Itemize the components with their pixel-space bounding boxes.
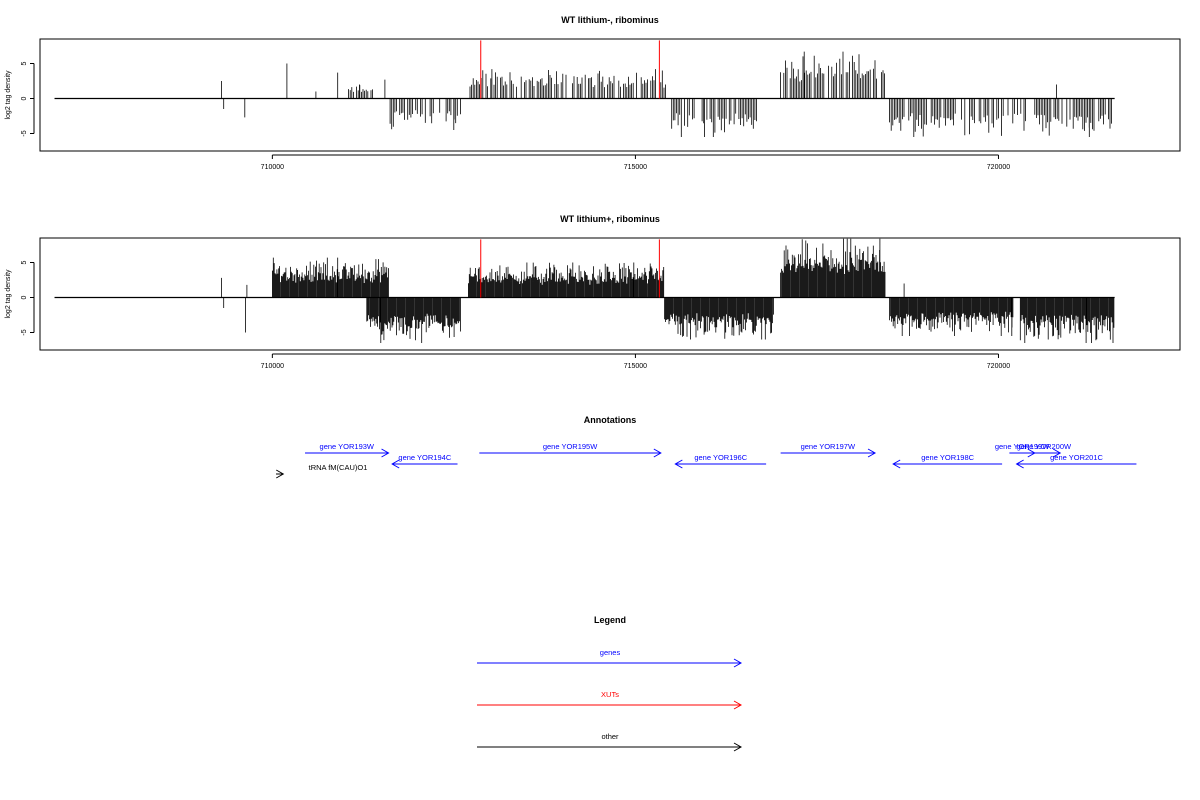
track-lithium-plus: WT lithium+, ribominus log2 tag density … <box>5 214 1181 370</box>
reverse-density-block <box>1019 297 1115 343</box>
y-tick-label: 0 <box>21 96 28 100</box>
annotation-feature: gene YOR200W <box>1017 442 1072 458</box>
arrow-head-icon <box>867 448 877 458</box>
density-marks <box>54 238 1115 343</box>
arrow-head-icon <box>275 469 285 479</box>
annotations-title: Annotations <box>584 415 637 425</box>
x-axis: 710000 715000 720000 <box>261 154 1010 171</box>
legend-title: Legend <box>594 615 626 625</box>
legend-items: genes XUTs other <box>477 648 743 752</box>
reverse-density-block <box>389 98 461 130</box>
reverse-density-block <box>889 98 1026 137</box>
chart-title: WT lithium-, ribominus <box>561 15 659 25</box>
arrow-head-icon <box>381 448 390 458</box>
reverse-density-block <box>889 297 1014 336</box>
x-tick-label: 715000 <box>624 363 647 370</box>
density-marks <box>54 40 1115 137</box>
annotation-feature: gene YOR193W <box>305 442 390 458</box>
legend-label: genes <box>600 648 621 657</box>
annotation-features: gene YOR193W gene YOR194C gene YOR195W gene… <box>275 442 1137 479</box>
arrow-head-icon <box>674 459 683 469</box>
legend-label: other <box>601 732 619 741</box>
x-tick-label: 715000 <box>624 164 647 171</box>
arrow-head-icon <box>733 742 743 752</box>
arrow-head-icon <box>733 658 743 668</box>
annotation-feature: gene YOR196C <box>674 453 767 469</box>
annotation-feature: gene YOR201C <box>1015 453 1137 469</box>
reverse-density-block <box>664 297 774 340</box>
arrow-head-icon <box>892 459 901 469</box>
arrow-head-icon <box>1015 459 1024 469</box>
feature-label: gene YOR198C <box>921 453 974 462</box>
forward-density-block <box>780 238 886 298</box>
x-tick-label: 720000 <box>987 164 1010 171</box>
feature-label: gene YOR194C <box>398 453 451 462</box>
x-tick-label: 710000 <box>261 363 284 370</box>
reverse-density-block <box>1034 98 1112 137</box>
feature-label: gene YOR197W <box>801 442 856 451</box>
y-tick-label: -5 <box>21 130 28 136</box>
annotation-feature: gene YOR194C <box>391 453 458 469</box>
x-tick-label: 710000 <box>261 164 284 171</box>
y-axis: -5 0 5 <box>21 260 35 336</box>
y-axis-label: log2 tag density <box>5 70 12 120</box>
legend-label: XUTs <box>601 690 619 699</box>
forward-density-block <box>348 84 373 99</box>
feature-label: gene YOR196C <box>694 453 747 462</box>
feature-label: gene YOR200W <box>1017 442 1072 451</box>
feature-label: tRNA fM(CAU)O1 <box>309 463 368 472</box>
forward-density-block <box>780 51 885 99</box>
y-tick-label: 0 <box>21 295 28 299</box>
annotation-feature: gene YOR195W <box>479 442 662 458</box>
legend-item: XUTs <box>477 690 743 710</box>
y-axis-label: log2 tag density <box>5 269 12 319</box>
arrow-head-icon <box>391 459 400 469</box>
feature-label: gene YOR199W <box>995 442 1050 451</box>
arrow-head-icon <box>1052 448 1062 458</box>
annotation-feature: gene YOR197W <box>780 442 877 458</box>
legend-item: other <box>477 732 743 752</box>
feature-label: gene YOR201C <box>1050 453 1103 462</box>
plot-frame <box>39 237 1181 351</box>
feature-label: gene YOR193W <box>320 442 375 451</box>
legend-panel: Legend genes XUTs other <box>477 615 743 752</box>
forward-density-block <box>272 257 389 298</box>
forward-density-block <box>660 70 666 99</box>
chart-title: WT lithium+, ribominus <box>560 214 660 224</box>
forward-density-block <box>469 69 656 99</box>
annotation-feature: gene YOR198C <box>892 453 1003 469</box>
reverse-density-block <box>671 98 757 137</box>
y-tick-label: 5 <box>21 61 28 65</box>
track-lithium-minus: WT lithium-, ribominus log2 tag density … <box>5 15 1181 171</box>
forward-density-block <box>468 262 665 298</box>
arrow-head-icon <box>733 700 743 710</box>
feature-label: gene YOR195W <box>543 442 598 451</box>
reverse-density-block <box>366 297 461 343</box>
y-axis: -5 0 5 <box>21 61 35 137</box>
y-tick-label: -5 <box>21 329 28 335</box>
plot-frame <box>39 38 1181 152</box>
y-tick-label: 5 <box>21 260 28 264</box>
x-axis: 710000 715000 720000 <box>261 353 1010 370</box>
legend-item: genes <box>477 648 743 668</box>
arrow-head-icon <box>653 448 662 458</box>
x-tick-label: 720000 <box>987 363 1010 370</box>
annotation-feature: tRNA fM(CAU)O1 <box>275 463 368 479</box>
